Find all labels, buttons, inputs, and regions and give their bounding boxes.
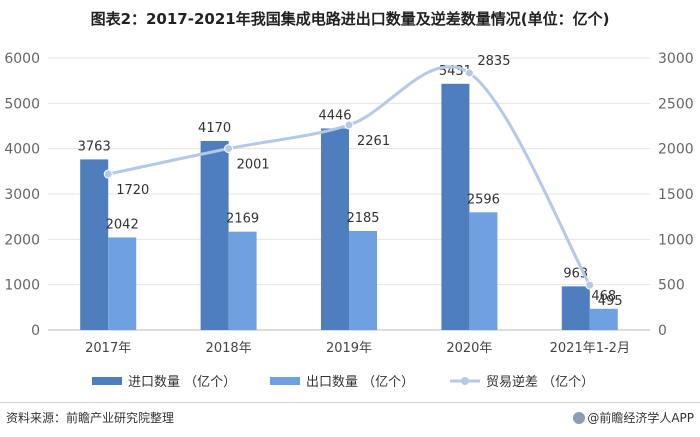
legend-label: 贸易逆差 （亿个）: [486, 374, 594, 390]
y-tick-right: 1000: [658, 232, 694, 248]
data-label-export: 2042: [106, 217, 139, 232]
x-tick-label: 2019年: [326, 341, 372, 356]
brand-credit: @前瞻经济学人APP: [573, 409, 694, 426]
brand-logo-icon: [573, 412, 586, 424]
y-tick-left: 5000: [4, 96, 40, 112]
legend-label: 进口数量 （亿个）: [128, 375, 236, 390]
y-tick-left: 4000: [4, 142, 40, 158]
y-tick-right: 2500: [658, 96, 694, 112]
y-tick-right: 2000: [658, 142, 694, 158]
data-label-deficit: 2835: [477, 54, 510, 69]
x-tick-label: 2021年1-2月: [550, 341, 630, 356]
y-tick-left: 0: [31, 323, 40, 339]
y-tick-left: 1000: [4, 278, 40, 294]
data-label-deficit: 495: [598, 294, 623, 309]
bar-import: [200, 140, 229, 330]
chart: 0 1000 2000 3000 4000 5000 6000 0 500 1000 1500 200…: [4, 51, 694, 390]
footer: 资料来源：前瞻产业研究院整理 @前瞻经济学人APP: [0, 402, 700, 429]
bar-import: [441, 83, 470, 330]
y-tick-right: 3000: [658, 51, 694, 67]
data-label-import: 4446: [318, 108, 351, 123]
data-label-export: 468: [591, 289, 616, 304]
legend-swatch: [270, 377, 300, 385]
bar-import: [80, 159, 109, 330]
x-tick-label: 2017年: [85, 341, 131, 356]
bar-export: [228, 231, 257, 330]
source-note: 资料来源：前瞻产业研究院整理: [6, 411, 175, 425]
deficit-point: [344, 120, 354, 130]
data-label-import: 4170: [198, 121, 231, 136]
bar-import: [561, 286, 590, 330]
data-label-export: 2596: [467, 192, 500, 207]
data-label-import: 3763: [78, 139, 111, 154]
bar-export: [108, 237, 137, 330]
bar-export: [349, 230, 377, 330]
chart-title: 图表2：2017-2021年我国集成电路进出口数量及逆差数量情况(单位：亿个): [90, 10, 610, 28]
y-tick-left: 3000: [4, 187, 40, 203]
deficit-line: [107, 65, 592, 286]
legend-marker: [461, 377, 469, 385]
y-tick-left: 6000: [4, 51, 40, 67]
x-tick-label: 2018年: [206, 341, 252, 356]
y-tick-right: 1500: [658, 187, 694, 203]
deficit-point: [103, 169, 113, 179]
data-label-deficit: 1720: [116, 183, 149, 198]
y-tick-left: 2000: [4, 232, 40, 248]
y-tick-right: 0: [658, 323, 667, 339]
bar-import: [321, 128, 349, 330]
x-tick-label: 2020年: [446, 341, 492, 356]
data-label-export: 2185: [346, 211, 379, 226]
data-label-export: 2169: [226, 212, 259, 227]
brand-label: @前瞻经济学人APP: [587, 411, 694, 425]
deficit-point: [464, 68, 474, 78]
deficit-point: [224, 144, 234, 154]
legend-swatch: [92, 377, 122, 385]
legend-label: 出口数量 （亿个）: [306, 375, 414, 390]
y-tick-right: 500: [658, 278, 685, 294]
data-label-deficit: 2001: [237, 158, 270, 173]
deficit-point: [585, 280, 595, 290]
data-label-deficit: 2261: [357, 134, 390, 149]
bar-export: [469, 212, 498, 330]
bar-export: [589, 308, 618, 330]
